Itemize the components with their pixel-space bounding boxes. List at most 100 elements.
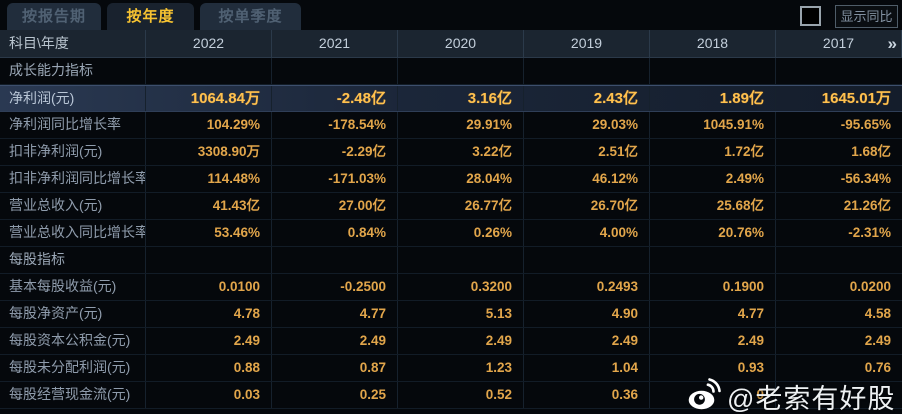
row-label: 净利润(元) (0, 86, 146, 111)
cell-value (272, 58, 398, 84)
table-row[interactable]: 营业总收入(元) 41.43亿 27.00亿 26.77亿 26.70亿 25.68亿 21… (0, 193, 902, 220)
cell-value: 0.3200 (398, 274, 524, 300)
cell-value: 0.93 (650, 355, 776, 381)
table-row[interactable]: 每股资本公积金(元) 2.49 2.49 2.49 2.49 2.49 2.49 (0, 328, 902, 355)
cell-value (776, 382, 902, 408)
cell-value: 0.88 (146, 355, 272, 381)
cell-value: 29.91% (398, 112, 524, 138)
row-label: 每股未分配利润(元) (0, 355, 146, 381)
cell-value: 0.0200 (849, 279, 891, 294)
year-header-2019[interactable]: 2019 (524, 30, 650, 57)
table-row[interactable]: 净利润同比增长率 104.29% -178.54% 29.91% 29.03% 1045.… (0, 112, 902, 139)
cell-value: 1064.84万 (146, 86, 272, 111)
cell-value: 0.1900 (650, 274, 776, 300)
cell-value (146, 58, 272, 84)
cell-value: 0.0100 (146, 274, 272, 300)
table-row[interactable]: 基本每股收益(元) 0.0100 -0.2500 0.3200 0.2493 0.1900… (0, 274, 902, 301)
row-label: 净利润同比增长率 (0, 112, 146, 138)
row-label: 每股资本公积金(元) (0, 328, 146, 354)
table-row[interactable]: 每股净资产(元) 4.78 4.77 5.13 4.90 4.77 4.58 (0, 301, 902, 328)
cell-value: 4.58 (864, 306, 891, 321)
tab-by-quarter[interactable]: 按单季度 (200, 3, 301, 30)
cell-value (146, 247, 272, 273)
cell-value (776, 58, 902, 84)
cell-value: 3.16亿 (398, 86, 524, 111)
cell-value (524, 58, 650, 84)
cell-value: 2.49 (398, 328, 524, 354)
cell-value: 41.43亿 (146, 193, 272, 219)
cell-value: 46.12% (524, 166, 650, 192)
cell-value: 2.49 (146, 328, 272, 354)
cell-value: 0.2493 (524, 274, 650, 300)
cell-value: 2.49 (524, 328, 650, 354)
cell-value: 1.89亿 (650, 86, 776, 111)
cell-value: 4.77 (650, 301, 776, 327)
cell-value: 53.46% (146, 220, 272, 246)
cell-value: -0.2500 (272, 274, 398, 300)
cell-value: 0.84% (272, 220, 398, 246)
cell-value: 0.25 (272, 382, 398, 408)
cell-value: 1.23 (398, 355, 524, 381)
cell-value: -2.48亿 (272, 86, 398, 111)
cell-value: 0.76 (864, 360, 891, 375)
row-label: 基本每股收益(元) (0, 274, 146, 300)
cell-value (650, 58, 776, 84)
cell-value (272, 247, 398, 273)
year-header-2018[interactable]: 2018 (650, 30, 776, 57)
cell-value: 2.51亿 (524, 139, 650, 165)
table-row[interactable]: 营业总收入同比增长率 53.46% 0.84% 0.26% 4.00% 20.76% -2.… (0, 220, 902, 247)
table-row[interactable]: 净利润(元) 1064.84万 -2.48亿 3.16亿 2.43亿 1.89亿 1645.… (0, 85, 902, 112)
cell-value: 26.77亿 (398, 193, 524, 219)
period-tabbar: 按报告期 按年度 按单季度 显示同比 (0, 0, 902, 30)
corner-label: 科目\年度 (0, 30, 146, 57)
cell-value: -95.65% (840, 117, 891, 132)
cell-value: 2.49 (272, 328, 398, 354)
row-label: 每股指标 (0, 247, 146, 273)
more-years-chevron-icon[interactable]: » (887, 34, 897, 53)
cell-value: 2.49 (864, 333, 891, 348)
table-row[interactable]: 扣非净利润(元) 3308.90万 -2.29亿 3.22亿 2.51亿 1.72亿 1.6… (0, 139, 902, 166)
section-row: 成长能力指标 (0, 58, 902, 85)
cell-value (398, 58, 524, 84)
cell-value: 1.68亿 (851, 144, 891, 159)
cell-value: 2.49% (650, 166, 776, 192)
year-header-2022[interactable]: 2022 (146, 30, 272, 57)
cell-value: -2.31% (848, 225, 891, 240)
cell-value: 1.72亿 (650, 139, 776, 165)
row-label: 每股净资产(元) (0, 301, 146, 327)
table-row[interactable]: 每股未分配利润(元) 0.88 0.87 1.23 1.04 0.93 0.76 (0, 355, 902, 382)
table-row[interactable]: 每股经营现金流(元) 0.03 0.25 0.52 0.36 0 (0, 382, 902, 409)
table-header-row: 科目\年度 2022 2021 2020 2019 2018 2017 » (0, 30, 902, 58)
cell-value: 0.26% (398, 220, 524, 246)
show-yoy-checkbox[interactable] (800, 6, 821, 26)
cell-value: 1645.01万 (821, 90, 891, 107)
cell-value: 0.52 (398, 382, 524, 408)
cell-value: 0.03 (146, 382, 272, 408)
cell-value: 21.26亿 (843, 198, 891, 213)
year-header-2021[interactable]: 2021 (272, 30, 398, 57)
cell-value: -2.29亿 (272, 139, 398, 165)
show-yoy-button[interactable]: 显示同比 (835, 5, 898, 28)
cell-value: 4.00% (524, 220, 650, 246)
row-label: 每股经营现金流(元) (0, 382, 146, 408)
table-row[interactable]: 扣非净利润同比增长率 114.48% -171.03% 28.04% 46.12% 2.4… (0, 166, 902, 193)
cell-value: 29.03% (524, 112, 650, 138)
cell-value: 104.29% (146, 112, 272, 138)
row-label: 营业总收入(元) (0, 193, 146, 219)
table-body: 成长能力指标 净利润(元) 1064.84万 -2.48亿 3.16亿 2.43亿 1.89… (0, 58, 902, 409)
row-label: 扣非净利润同比增长率 (0, 166, 146, 192)
row-label: 成长能力指标 (0, 58, 146, 84)
cell-value: 4.78 (146, 301, 272, 327)
cell-value: 114.48% (146, 166, 272, 192)
cell-value: 28.04% (398, 166, 524, 192)
year-header-2017[interactable]: 2017 (776, 30, 902, 57)
cell-value (398, 247, 524, 273)
cell-value: -56.34% (840, 171, 891, 186)
tab-by-report-period[interactable]: 按报告期 (7, 3, 101, 30)
tab-by-year[interactable]: 按年度 (107, 3, 194, 30)
cell-value: 0 (650, 382, 776, 408)
year-header-2020[interactable]: 2020 (398, 30, 524, 57)
cell-value: 3.22亿 (398, 139, 524, 165)
cell-value: -171.03% (272, 166, 398, 192)
